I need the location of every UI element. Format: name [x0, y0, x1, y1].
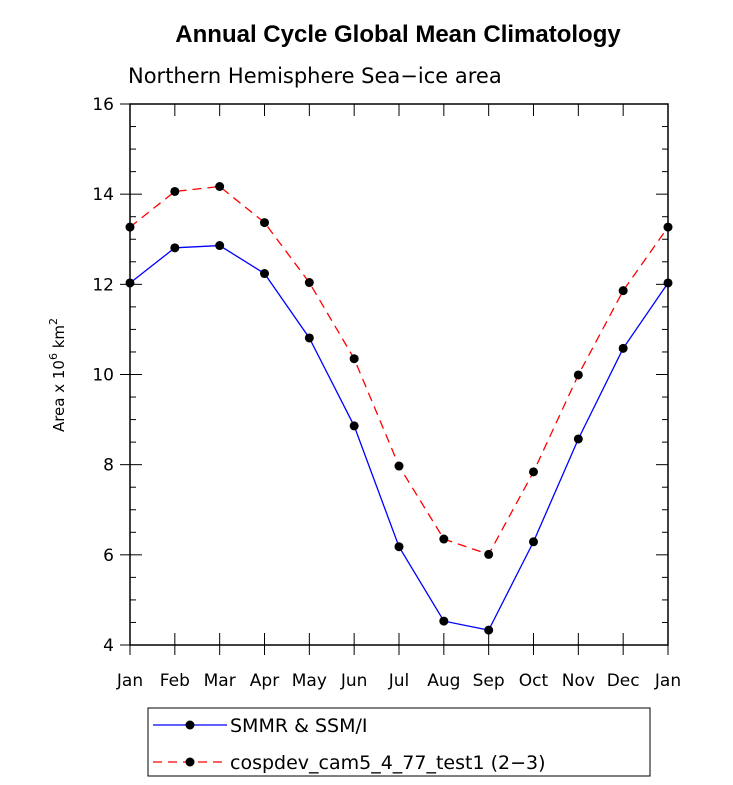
y-tick-label: 6	[103, 546, 114, 566]
x-tick-label: Jul	[388, 671, 410, 691]
x-tick-label: Nov	[562, 671, 595, 691]
y-axis-label-exp1: 6	[47, 353, 60, 360]
y-axis-label: Area x 106 km2	[47, 318, 68, 432]
legend: SMMR & SSM/I cospdev_cam5_4_77_test1 (2−3…	[147, 707, 651, 777]
x-tick-label: Sep	[473, 671, 505, 691]
plot-frame	[129, 103, 669, 646]
legend-label-1: SMMR & SSM/I	[230, 715, 367, 737]
series-2-point	[394, 461, 404, 471]
y-tick-label: 14	[92, 185, 114, 205]
series-1-point	[484, 625, 494, 635]
y-tick-label: 10	[92, 366, 114, 386]
legend-label-2: cospdev_cam5_4_77_test1 (2−3)	[230, 752, 546, 774]
series-2-point	[215, 182, 225, 192]
series-1-point	[304, 333, 314, 343]
series-1-point	[170, 243, 180, 253]
series-line-1	[129, 244, 669, 631]
chart-title: Annual Cycle Global Mean Climatology	[175, 21, 621, 48]
y-tick-label: 4	[103, 636, 114, 656]
series-1-point	[529, 537, 538, 547]
series-1-point	[215, 241, 225, 251]
x-tick-label: Oct	[519, 671, 549, 691]
series-1-point	[663, 278, 673, 288]
series-1-point	[125, 278, 135, 288]
y-tick-label: 16	[92, 95, 114, 115]
x-tick-label: Jun	[340, 671, 368, 691]
series-2-point	[349, 354, 359, 364]
legend-marker-1	[185, 720, 195, 730]
series-1-point	[618, 343, 628, 353]
chart-subtitle: Northern Hemisphere Sea−ice area	[128, 64, 502, 88]
series-2-point	[663, 222, 673, 232]
series-2-point	[125, 222, 135, 232]
y-tick-label: 8	[103, 456, 114, 476]
series-line-2	[129, 185, 669, 556]
series-2-point	[304, 278, 314, 288]
x-tick-label: May	[292, 671, 327, 691]
y-axis: 4 6 8 10 12 14 16	[92, 95, 668, 656]
x-tick-label: Jan	[654, 671, 681, 691]
series-2-point	[529, 467, 538, 477]
y-axis-label-mid: km	[50, 325, 68, 353]
series-2-point	[573, 370, 583, 380]
x-tick-label: Mar	[204, 671, 236, 691]
y-axis-label-exp2: 2	[47, 318, 60, 325]
y-tick-label: 12	[92, 275, 114, 295]
x-tick-label: Dec	[607, 671, 640, 691]
series-1-point	[439, 616, 449, 626]
y-axis-label-prefix: Area x 10	[50, 360, 68, 432]
series-layer	[125, 182, 673, 635]
series-2-point	[439, 534, 449, 544]
series-2-point	[484, 549, 494, 559]
x-tick-label: Aug	[427, 671, 460, 691]
legend-marker-2	[185, 757, 195, 767]
series-1-point	[394, 542, 404, 552]
series-2-point	[260, 218, 269, 228]
x-tick-label: Apr	[250, 671, 279, 691]
series-1-point	[573, 434, 583, 444]
series-1-point	[349, 421, 359, 431]
x-tick-label: Feb	[160, 671, 190, 691]
series-1-point	[260, 269, 269, 279]
legend-box	[147, 707, 651, 777]
series-2-point	[618, 286, 628, 296]
series-2-point	[170, 186, 180, 196]
x-tick-label: Jan	[116, 671, 143, 691]
x-axis: Jan Feb Mar Apr May Jun Jul Aug Sep Oct Nov Dec Jan	[116, 104, 681, 691]
